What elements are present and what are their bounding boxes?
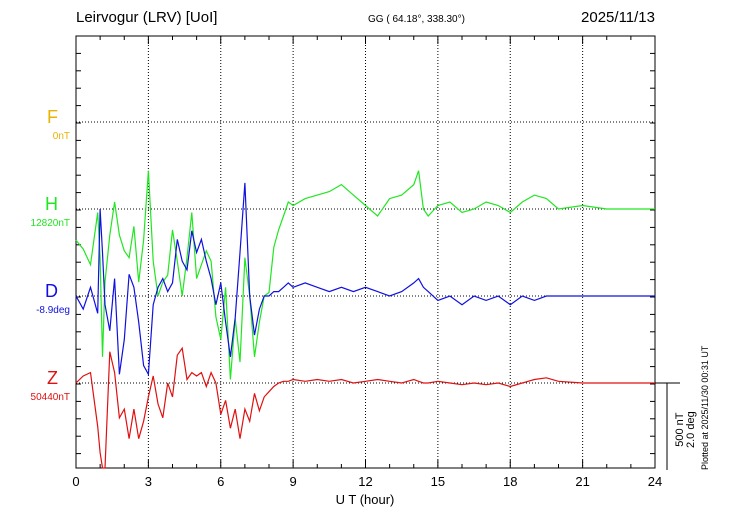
x-tick-label: 24 <box>648 474 662 489</box>
series-D-line <box>75 182 655 377</box>
component-letter-H: H <box>45 194 58 214</box>
plot-date: 2025/11/13 <box>581 9 655 26</box>
x-tick-label: 21 <box>575 474 589 489</box>
scale-bar-label: 500 nT 2.0 deg <box>674 411 697 448</box>
x-tick-label: 0 <box>72 474 79 489</box>
scale-deg: 2.0 deg <box>685 411 697 448</box>
component-letter-D: D <box>45 281 58 301</box>
x-axis-title: U T (hour) <box>335 492 395 507</box>
x-tick-label: 3 <box>145 474 152 489</box>
component-baseline-Z: 50440nT <box>30 392 70 403</box>
x-tick-label: 15 <box>431 474 445 489</box>
component-letter-Z: Z <box>47 368 58 388</box>
component-baseline-F: 0nT <box>52 131 70 142</box>
x-tick-label: 12 <box>358 474 372 489</box>
x-tick-label: 18 <box>503 474 517 489</box>
x-tick-label: 6 <box>217 474 224 489</box>
component-letter-F: F <box>47 107 58 127</box>
x-tick-label: 9 <box>290 474 297 489</box>
component-baseline-D: -8.9deg <box>36 305 70 316</box>
component-baseline-H: 12820nT <box>30 218 70 229</box>
series-Z-line <box>75 346 655 469</box>
station-title: Leirvogur (LRV) [UoI] <box>76 9 218 26</box>
series-H-line <box>75 170 655 380</box>
station-coordinates: GG ( 64.18°, 338.30°) <box>368 14 465 25</box>
plotted-note: Plotted at 2025/11/30 00:31 UT <box>700 345 710 470</box>
